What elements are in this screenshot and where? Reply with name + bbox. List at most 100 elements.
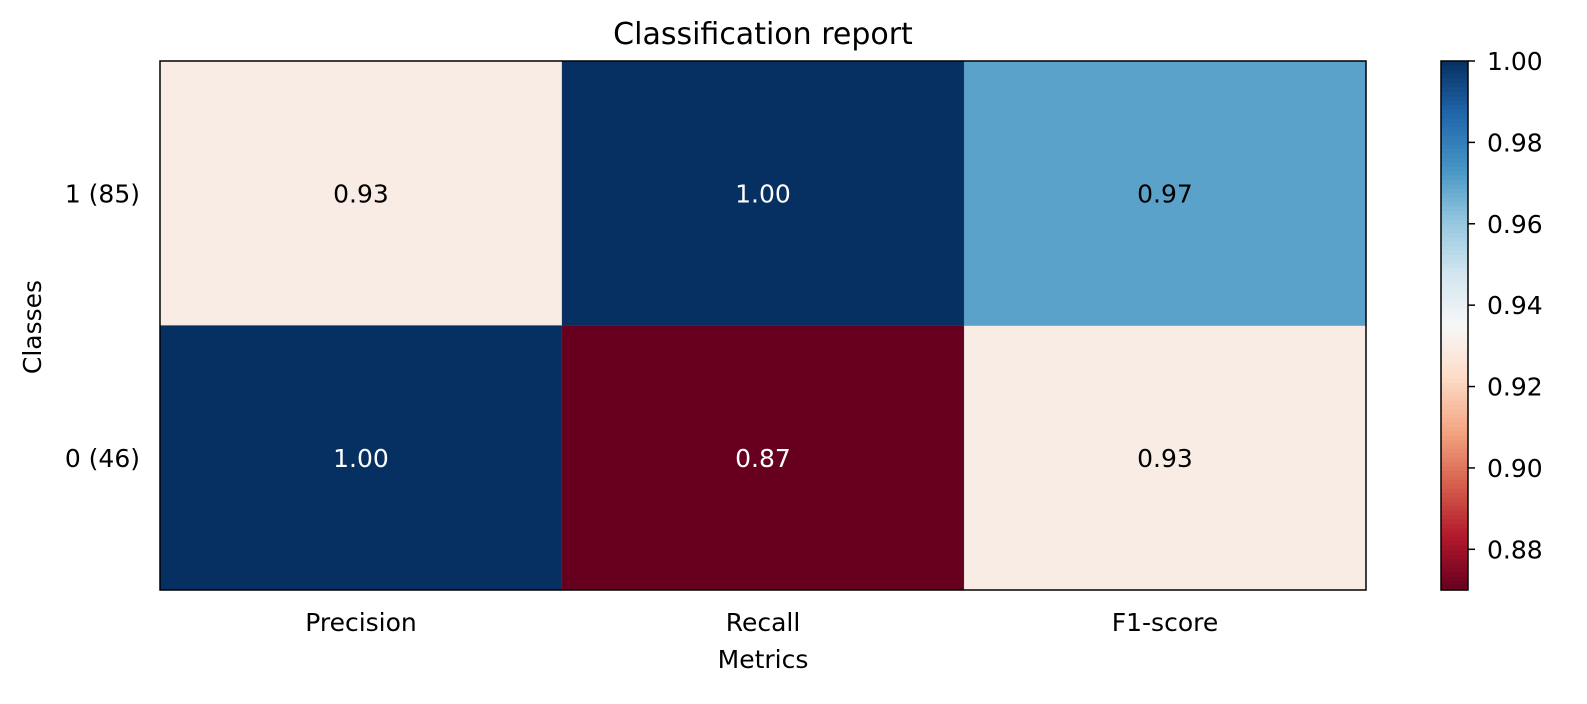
- colorbar-segment: [1441, 391, 1468, 397]
- colorbar-segment: [1441, 272, 1468, 278]
- colorbar-segment: [1441, 519, 1468, 525]
- colorbar-segment: [1441, 144, 1468, 150]
- colorbar-segment: [1441, 541, 1468, 547]
- cell-value-label: 0.93: [1137, 444, 1193, 473]
- colorbar-segment: [1441, 246, 1468, 252]
- colorbar-segment: [1441, 237, 1468, 243]
- colorbar-segment: [1441, 219, 1468, 225]
- colorbar-segment: [1441, 118, 1468, 124]
- colorbar-segment: [1441, 268, 1468, 274]
- colorbar-segment: [1441, 83, 1468, 89]
- colorbar-segment: [1441, 404, 1468, 410]
- colorbar-segment: [1441, 360, 1468, 366]
- colorbar-segment: [1441, 202, 1468, 208]
- colorbar-segment: [1441, 409, 1468, 415]
- colorbar-segment: [1441, 171, 1468, 177]
- colorbar-tick-label: 1.00: [1487, 47, 1543, 76]
- colorbar-segment: [1441, 285, 1468, 291]
- colorbar-segment: [1441, 453, 1468, 459]
- colorbar-segment: [1441, 400, 1468, 406]
- colorbar-segment: [1441, 484, 1468, 490]
- colorbar-segment: [1441, 475, 1468, 481]
- colorbar-segment: [1441, 435, 1468, 441]
- colorbar-tick-label: 0.94: [1487, 291, 1543, 320]
- colorbar-segment: [1441, 493, 1468, 499]
- colorbar-segment: [1441, 545, 1468, 551]
- colorbar-segment: [1441, 259, 1468, 265]
- colorbar-segment: [1441, 299, 1468, 305]
- heatmap-cell: [159, 325, 563, 591]
- colorbar-segment: [1441, 69, 1468, 75]
- cell-value-label: 0.97: [1137, 179, 1193, 208]
- colorbar-segment: [1441, 537, 1468, 543]
- chart-title: Classification report: [613, 17, 913, 52]
- colorbar: 0.88 0.90 0.92 0.94 0.96 0.98 1.00: [1440, 47, 1543, 591]
- x-axis-label: Metrics: [718, 645, 809, 674]
- cell-value-label: 0.93: [333, 179, 389, 208]
- cell-value-label: 0.87: [735, 444, 791, 473]
- colorbar-segment: [1441, 515, 1468, 521]
- colorbar-segment: [1441, 559, 1468, 565]
- colorbar-segment: [1441, 254, 1468, 260]
- colorbar-segment: [1441, 166, 1468, 172]
- heatmap-cell: [561, 60, 965, 326]
- colorbar-tick-label: 0.88: [1487, 535, 1543, 564]
- colorbar-segment: [1441, 378, 1468, 384]
- cell-value-label: 1.00: [333, 444, 389, 473]
- colorbar-segment: [1441, 149, 1468, 155]
- colorbar-segment: [1441, 281, 1468, 287]
- colorbar-segment: [1441, 479, 1468, 485]
- colorbar-segment: [1441, 501, 1468, 507]
- colorbar-segment: [1441, 74, 1468, 80]
- colorbar-segment: [1441, 100, 1468, 106]
- colorbar-segment: [1441, 382, 1468, 388]
- colorbar-segment: [1441, 497, 1468, 503]
- x-tick-label: Recall: [726, 608, 801, 637]
- colorbar-segment: [1441, 78, 1468, 84]
- colorbar-segment: [1441, 576, 1468, 582]
- colorbar-segment: [1441, 307, 1468, 313]
- colorbar-segment: [1441, 457, 1468, 463]
- plot-frame: [159, 60, 1367, 591]
- colorbar-segment: [1441, 329, 1468, 335]
- colorbar-segment: [1441, 448, 1468, 454]
- colorbar-segment: [1441, 140, 1468, 146]
- colorbar-segment: [1441, 184, 1468, 190]
- colorbar-segment: [1441, 175, 1468, 181]
- colorbar-segment: [1441, 369, 1468, 375]
- colorbar-segment: [1441, 113, 1468, 119]
- colorbar-segment: [1441, 162, 1468, 168]
- colorbar-segment: [1441, 343, 1468, 349]
- colorbar-tick-label: 0.90: [1487, 454, 1543, 483]
- colorbar-segment: [1441, 563, 1468, 569]
- colorbar-segment: [1441, 470, 1468, 476]
- colorbar-segment: [1441, 105, 1468, 111]
- colorbar-segment: [1441, 523, 1468, 529]
- colorbar-segment: [1441, 228, 1468, 234]
- colorbar-segment: [1441, 506, 1468, 512]
- colorbar-segment: [1441, 550, 1468, 556]
- colorbar-segment: [1441, 572, 1468, 578]
- colorbar-segment: [1441, 396, 1468, 402]
- colorbar-segment: [1441, 109, 1468, 115]
- colorbar-segment: [1441, 567, 1468, 573]
- colorbar-segment: [1441, 426, 1468, 432]
- colorbar-segment: [1441, 351, 1468, 357]
- colorbar-segment: [1441, 316, 1468, 322]
- colorbar-segment: [1441, 131, 1468, 137]
- x-tick-label: Precision: [305, 608, 417, 637]
- colorbar-segment: [1441, 263, 1468, 269]
- colorbar-segment: [1441, 224, 1468, 230]
- colorbar-segment: [1441, 180, 1468, 186]
- colorbar-segment: [1441, 373, 1468, 379]
- colorbar-segment: [1441, 122, 1468, 128]
- colorbar-segment: [1441, 581, 1468, 587]
- y-tick-label: 1 (85): [65, 179, 140, 208]
- colorbar-segment: [1441, 241, 1468, 247]
- colorbar-segment: [1441, 250, 1468, 256]
- colorbar-segment: [1441, 334, 1468, 340]
- heatmap-cell: [561, 325, 965, 591]
- colorbar-segment: [1441, 413, 1468, 419]
- x-tick-label: F1-score: [1112, 608, 1218, 637]
